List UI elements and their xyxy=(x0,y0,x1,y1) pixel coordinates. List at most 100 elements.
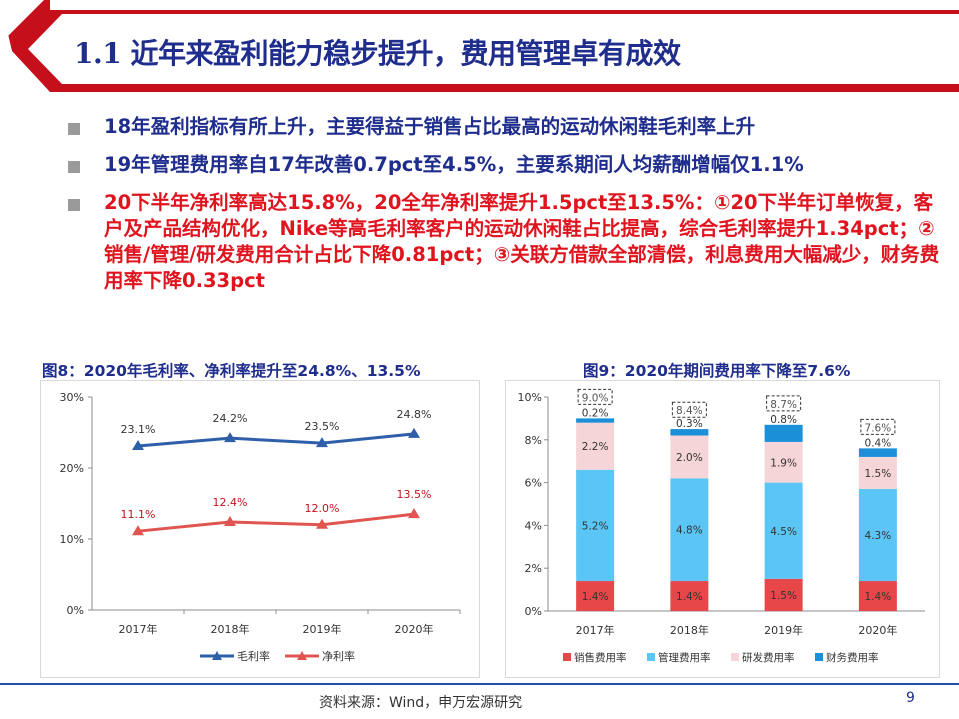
chart-9-bar-segment xyxy=(670,581,709,611)
bullet-square-icon xyxy=(68,161,80,173)
chart-9-x-tick-label: 2019年 xyxy=(764,623,803,637)
chart-9-y-tick-label: 10% xyxy=(518,391,542,404)
chart-9-legend-label: 财务费用率 xyxy=(826,651,879,664)
bullet-list: 18年盈利指标有所上升，主要得益于销售占比最高的运动休闲鞋毛利率上升 19年管理… xyxy=(62,114,942,306)
chart-9-bar-segment xyxy=(764,578,803,611)
chart-9-total-label: 8.4% xyxy=(676,405,703,417)
chart-9-segment-label: 1.5% xyxy=(770,590,797,602)
chart-8-line: 0% 10% 20% 30% 2017年 2018年 2019年 2020年 23.1% 24.2… xyxy=(40,380,480,678)
chart-9-legend-label: 管理费用率 xyxy=(658,651,711,664)
chart-8-data-label: 11.1% xyxy=(121,508,156,521)
footer-divider xyxy=(0,683,959,685)
chart-9-bar-segment xyxy=(764,482,803,579)
chart-9-total-label: 8.7% xyxy=(770,399,797,411)
chart-8-series-line-2 xyxy=(137,512,415,533)
chart-9-bar-segment xyxy=(576,469,615,582)
chart-8-data-label: 23.1% xyxy=(121,423,156,436)
chart-9-segment-label: 1.5% xyxy=(865,468,892,480)
title-banner-left-bottom xyxy=(0,60,40,98)
chart-8-data-label: 12.0% xyxy=(305,502,340,515)
chart-8-point xyxy=(408,508,420,519)
chart-9-legend-label: 研发费用率 xyxy=(742,651,795,664)
bullet-text-3: 20下半年净利率高达15.8%，20全年净利率提升1.5pct至13.5%：①2… xyxy=(104,191,940,292)
chart-9-bar-segment xyxy=(858,448,897,457)
chart-9-bar-segment xyxy=(764,424,803,442)
bullet-item-1: 18年盈利指标有所上升，主要得益于销售占比最高的运动休闲鞋毛利率上升 xyxy=(62,114,942,140)
chart-9-legend-swatch xyxy=(563,653,571,661)
chart-9-y-tick-label: 8% xyxy=(525,434,542,447)
chart-9-segment-label: 1.4% xyxy=(865,591,892,603)
bullet-square-icon xyxy=(68,199,80,211)
chart-9-bar-segment xyxy=(576,581,615,611)
chart-9-bar-segment xyxy=(576,418,615,423)
chart-8-point xyxy=(316,437,328,448)
chart-9-segment-label: 0.8% xyxy=(770,414,797,426)
chart-8-data-label: 13.5% xyxy=(397,488,432,501)
chart-8-data-label: 23.5% xyxy=(305,420,340,433)
bullet-item-3: 20下半年净利率高达15.8%，20全年净利率提升1.5pct至13.5%：①2… xyxy=(62,190,942,294)
chart-8-frame xyxy=(40,380,480,678)
chart-8-point xyxy=(408,427,420,438)
chart-9-bar-segment xyxy=(858,581,897,611)
chart-8-point xyxy=(316,518,328,529)
chart-8-point xyxy=(224,432,236,443)
chart-8-legend-marker xyxy=(212,651,222,660)
chart-9-segment-label: 4.8% xyxy=(676,525,703,537)
chart-8-point xyxy=(132,439,144,450)
chart-9-segment-label: 2.0% xyxy=(676,452,703,464)
chart-8-legend-label: 毛利率 xyxy=(237,649,270,663)
chart-9-x-tick-label: 2017年 xyxy=(576,623,615,637)
chart-8-x-tick-label: 2020年 xyxy=(395,622,434,636)
chart-8-y-tick-label: 10% xyxy=(60,533,84,546)
chart-9-y-tick-label: 2% xyxy=(525,562,542,575)
chart-9-y-tick-label: 6% xyxy=(525,477,542,490)
chart-8-title: 图8：2020年毛利率、净利率提升至24.8%、13.5% xyxy=(42,362,421,380)
chart-9-bar-segment xyxy=(576,422,615,470)
chart-8-data-label: 12.4% xyxy=(213,496,248,509)
chart-8-point xyxy=(224,515,236,526)
chart-9-segment-label: 5.2% xyxy=(582,520,609,532)
chart-9-segment-label: 0.2% xyxy=(582,407,609,419)
title-banner xyxy=(0,0,959,98)
chart-8-legend-label: 净利率 xyxy=(322,649,355,663)
chart-8-y-tick-label: 30% xyxy=(60,391,84,404)
chart-8-legend-marker xyxy=(297,651,307,660)
chart-8-x-tick-label: 2018年 xyxy=(211,622,250,636)
chart-9-y-tick-label: 0% xyxy=(525,605,542,618)
chart-8-data-label: 24.2% xyxy=(213,412,248,425)
chart-9-bar-segment xyxy=(670,478,709,582)
chart-9-x-tick-label: 2018年 xyxy=(670,623,709,637)
chart-9-stacked-bar: 0% 2% 4% 6% 8% 10% 2017年 2018年 2019年 2020年 1.4% 5.2… xyxy=(505,380,940,678)
chart-9-segment-label: 1.4% xyxy=(676,591,703,603)
chart-9-segment-label: 1.9% xyxy=(770,457,797,469)
bullet-text-2: 19年管理费用率自17年改善0.7pct至4.5%，主要系期间人均薪酬增幅仅1.… xyxy=(104,153,804,176)
chart-9-segment-label: 2.2% xyxy=(582,441,609,453)
chart-9-title: 图9：2020年期间费用率下降至7.6% xyxy=(583,362,851,380)
chart-9-segment-label: 0.3% xyxy=(676,418,703,430)
chart-9-total-box xyxy=(860,418,896,435)
chart-9-x-tick-label: 2020年 xyxy=(858,623,897,637)
chart-8-point xyxy=(132,525,144,536)
chart-9-segment-label: 0.4% xyxy=(865,437,892,449)
chart-8-y-tick-label: 20% xyxy=(60,462,84,475)
chart-8-series-line-1 xyxy=(137,432,415,448)
chart-9-bar-segment xyxy=(670,435,709,479)
chart-9-total-box xyxy=(766,395,802,412)
chart-9-bar-segment xyxy=(858,489,897,582)
bullet-item-2: 19年管理费用率自17年改善0.7pct至4.5%，主要系期间人均薪酬增幅仅1.… xyxy=(62,152,942,178)
chart-9-legend-label: 销售费用率 xyxy=(574,651,627,664)
chart-9-bar-segment xyxy=(670,429,709,436)
title-banner-white-panel xyxy=(28,14,959,84)
chart-9-legend-swatch xyxy=(647,653,655,661)
chart-9-bar-segment xyxy=(858,456,897,490)
chart-9-segment-label: 4.3% xyxy=(865,530,892,542)
bullet-square-icon xyxy=(68,123,80,135)
chart-8-data-label: 24.8% xyxy=(397,408,432,421)
page-number: 9 xyxy=(906,690,915,706)
chart-9-total-label: 7.6% xyxy=(865,422,892,434)
chart-9-legend-swatch xyxy=(731,653,739,661)
chart-8-x-tick-label: 2019年 xyxy=(303,622,342,636)
chart-9-segment-label: 1.4% xyxy=(582,591,609,603)
chart-9-total-box xyxy=(577,388,613,405)
page-title: 1.1 近年来盈利能力稳步提升，费用管理卓有成效 xyxy=(74,37,681,70)
